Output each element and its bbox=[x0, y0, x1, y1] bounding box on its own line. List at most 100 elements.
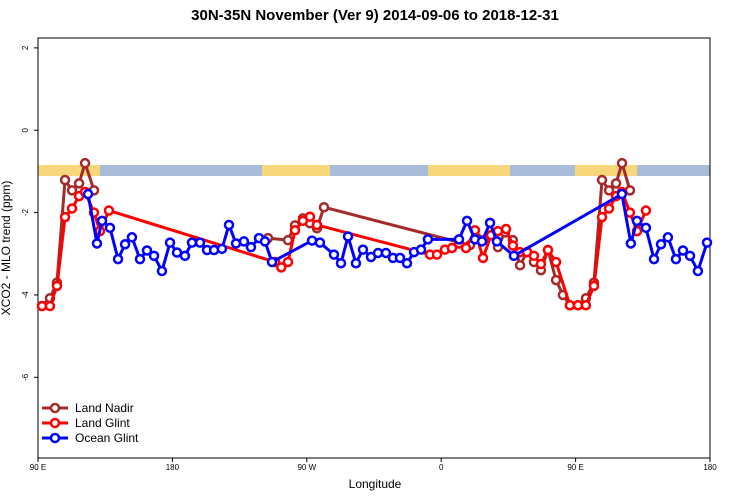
point bbox=[422, 234, 434, 245]
land-strip bbox=[575, 165, 637, 176]
ocean-strip bbox=[38, 165, 710, 176]
point bbox=[119, 239, 131, 250]
x-tick-label: 90 E bbox=[30, 463, 46, 472]
point bbox=[156, 265, 168, 277]
point bbox=[415, 244, 427, 255]
x-tick-label: 0 bbox=[439, 463, 444, 472]
point bbox=[179, 250, 191, 262]
land-mask bbox=[38, 165, 710, 176]
point bbox=[223, 219, 235, 231]
point bbox=[104, 222, 116, 234]
point bbox=[461, 215, 473, 227]
point bbox=[484, 217, 496, 229]
point bbox=[112, 253, 124, 265]
point bbox=[507, 240, 519, 251]
point bbox=[266, 256, 278, 268]
point bbox=[91, 238, 103, 249]
point bbox=[44, 300, 56, 312]
point bbox=[655, 239, 667, 250]
point bbox=[640, 222, 652, 234]
x-tick-label: 180 bbox=[703, 463, 717, 472]
point bbox=[603, 185, 615, 196]
point bbox=[701, 237, 713, 248]
point bbox=[245, 241, 257, 253]
point bbox=[625, 238, 637, 249]
point bbox=[314, 237, 326, 248]
point bbox=[335, 257, 347, 269]
point bbox=[550, 256, 562, 268]
point bbox=[66, 203, 78, 214]
point bbox=[216, 243, 228, 255]
point bbox=[528, 250, 540, 262]
point bbox=[460, 242, 472, 254]
point bbox=[477, 252, 489, 264]
point bbox=[134, 253, 146, 265]
x-tick-label: 180 bbox=[166, 463, 180, 472]
y-tick-label: -6 bbox=[21, 373, 30, 381]
point bbox=[508, 250, 520, 262]
point bbox=[208, 244, 220, 256]
point bbox=[535, 258, 547, 270]
point bbox=[640, 205, 652, 216]
chart-title: 30N-35N November (Ver 9) 2014-09-06 to 2… bbox=[191, 7, 559, 24]
point bbox=[631, 215, 643, 227]
y-tick-label: 0 bbox=[21, 127, 30, 132]
point bbox=[580, 299, 592, 311]
point bbox=[453, 234, 465, 245]
point bbox=[677, 245, 689, 256]
point bbox=[542, 244, 554, 256]
point bbox=[82, 188, 94, 200]
point bbox=[610, 178, 622, 189]
point bbox=[73, 178, 85, 189]
point bbox=[304, 211, 316, 222]
point bbox=[350, 257, 362, 269]
point bbox=[670, 253, 682, 265]
legend-label: Ocean Glint bbox=[75, 431, 139, 445]
point bbox=[596, 174, 608, 186]
point bbox=[126, 232, 138, 243]
point bbox=[500, 223, 512, 235]
point bbox=[328, 249, 340, 260]
point bbox=[596, 211, 608, 223]
point bbox=[401, 257, 413, 269]
x-tick-label: 90 W bbox=[297, 463, 316, 472]
point bbox=[59, 211, 71, 223]
point bbox=[446, 242, 458, 254]
point bbox=[186, 237, 198, 248]
point bbox=[491, 236, 503, 247]
legend-label: Land Glint bbox=[75, 416, 130, 430]
y-tick-label: 2 bbox=[21, 45, 30, 50]
x-axis-label: Longitude bbox=[349, 477, 402, 491]
point bbox=[588, 280, 600, 292]
y-axis-label: XCO2 - MLO trend (ppm) bbox=[0, 181, 13, 316]
point bbox=[616, 188, 628, 200]
point bbox=[684, 250, 696, 262]
point bbox=[616, 157, 628, 169]
point bbox=[66, 185, 78, 196]
legend-label: Land Nadir bbox=[75, 401, 134, 415]
point bbox=[662, 232, 674, 243]
point bbox=[380, 247, 392, 259]
land-strip bbox=[428, 165, 510, 176]
point bbox=[79, 157, 91, 169]
y-tick-label: -2 bbox=[21, 208, 30, 216]
x-tick-label: 90 E bbox=[567, 463, 583, 472]
point bbox=[357, 244, 369, 255]
point bbox=[289, 225, 301, 236]
land-strip bbox=[38, 165, 100, 176]
point bbox=[514, 260, 526, 271]
point bbox=[276, 262, 287, 273]
land-strip bbox=[262, 165, 330, 176]
point bbox=[51, 280, 63, 292]
legend-marker bbox=[49, 417, 61, 429]
point bbox=[550, 274, 562, 286]
point bbox=[164, 237, 176, 248]
point bbox=[96, 215, 108, 227]
legend-marker bbox=[49, 402, 61, 414]
point bbox=[141, 245, 153, 256]
point bbox=[394, 252, 406, 264]
point bbox=[259, 236, 271, 247]
point bbox=[103, 205, 115, 216]
point bbox=[431, 249, 443, 260]
